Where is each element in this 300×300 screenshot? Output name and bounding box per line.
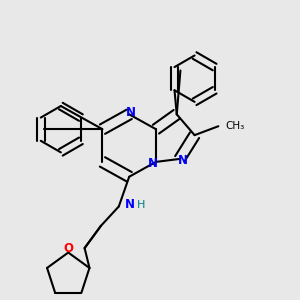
Text: O: O — [63, 242, 73, 256]
Text: N: N — [125, 199, 135, 212]
Text: CH₃: CH₃ — [226, 121, 245, 131]
Text: N: N — [178, 154, 188, 167]
Text: H: H — [137, 200, 145, 210]
Text: N: N — [126, 106, 136, 119]
Text: N: N — [148, 157, 158, 170]
